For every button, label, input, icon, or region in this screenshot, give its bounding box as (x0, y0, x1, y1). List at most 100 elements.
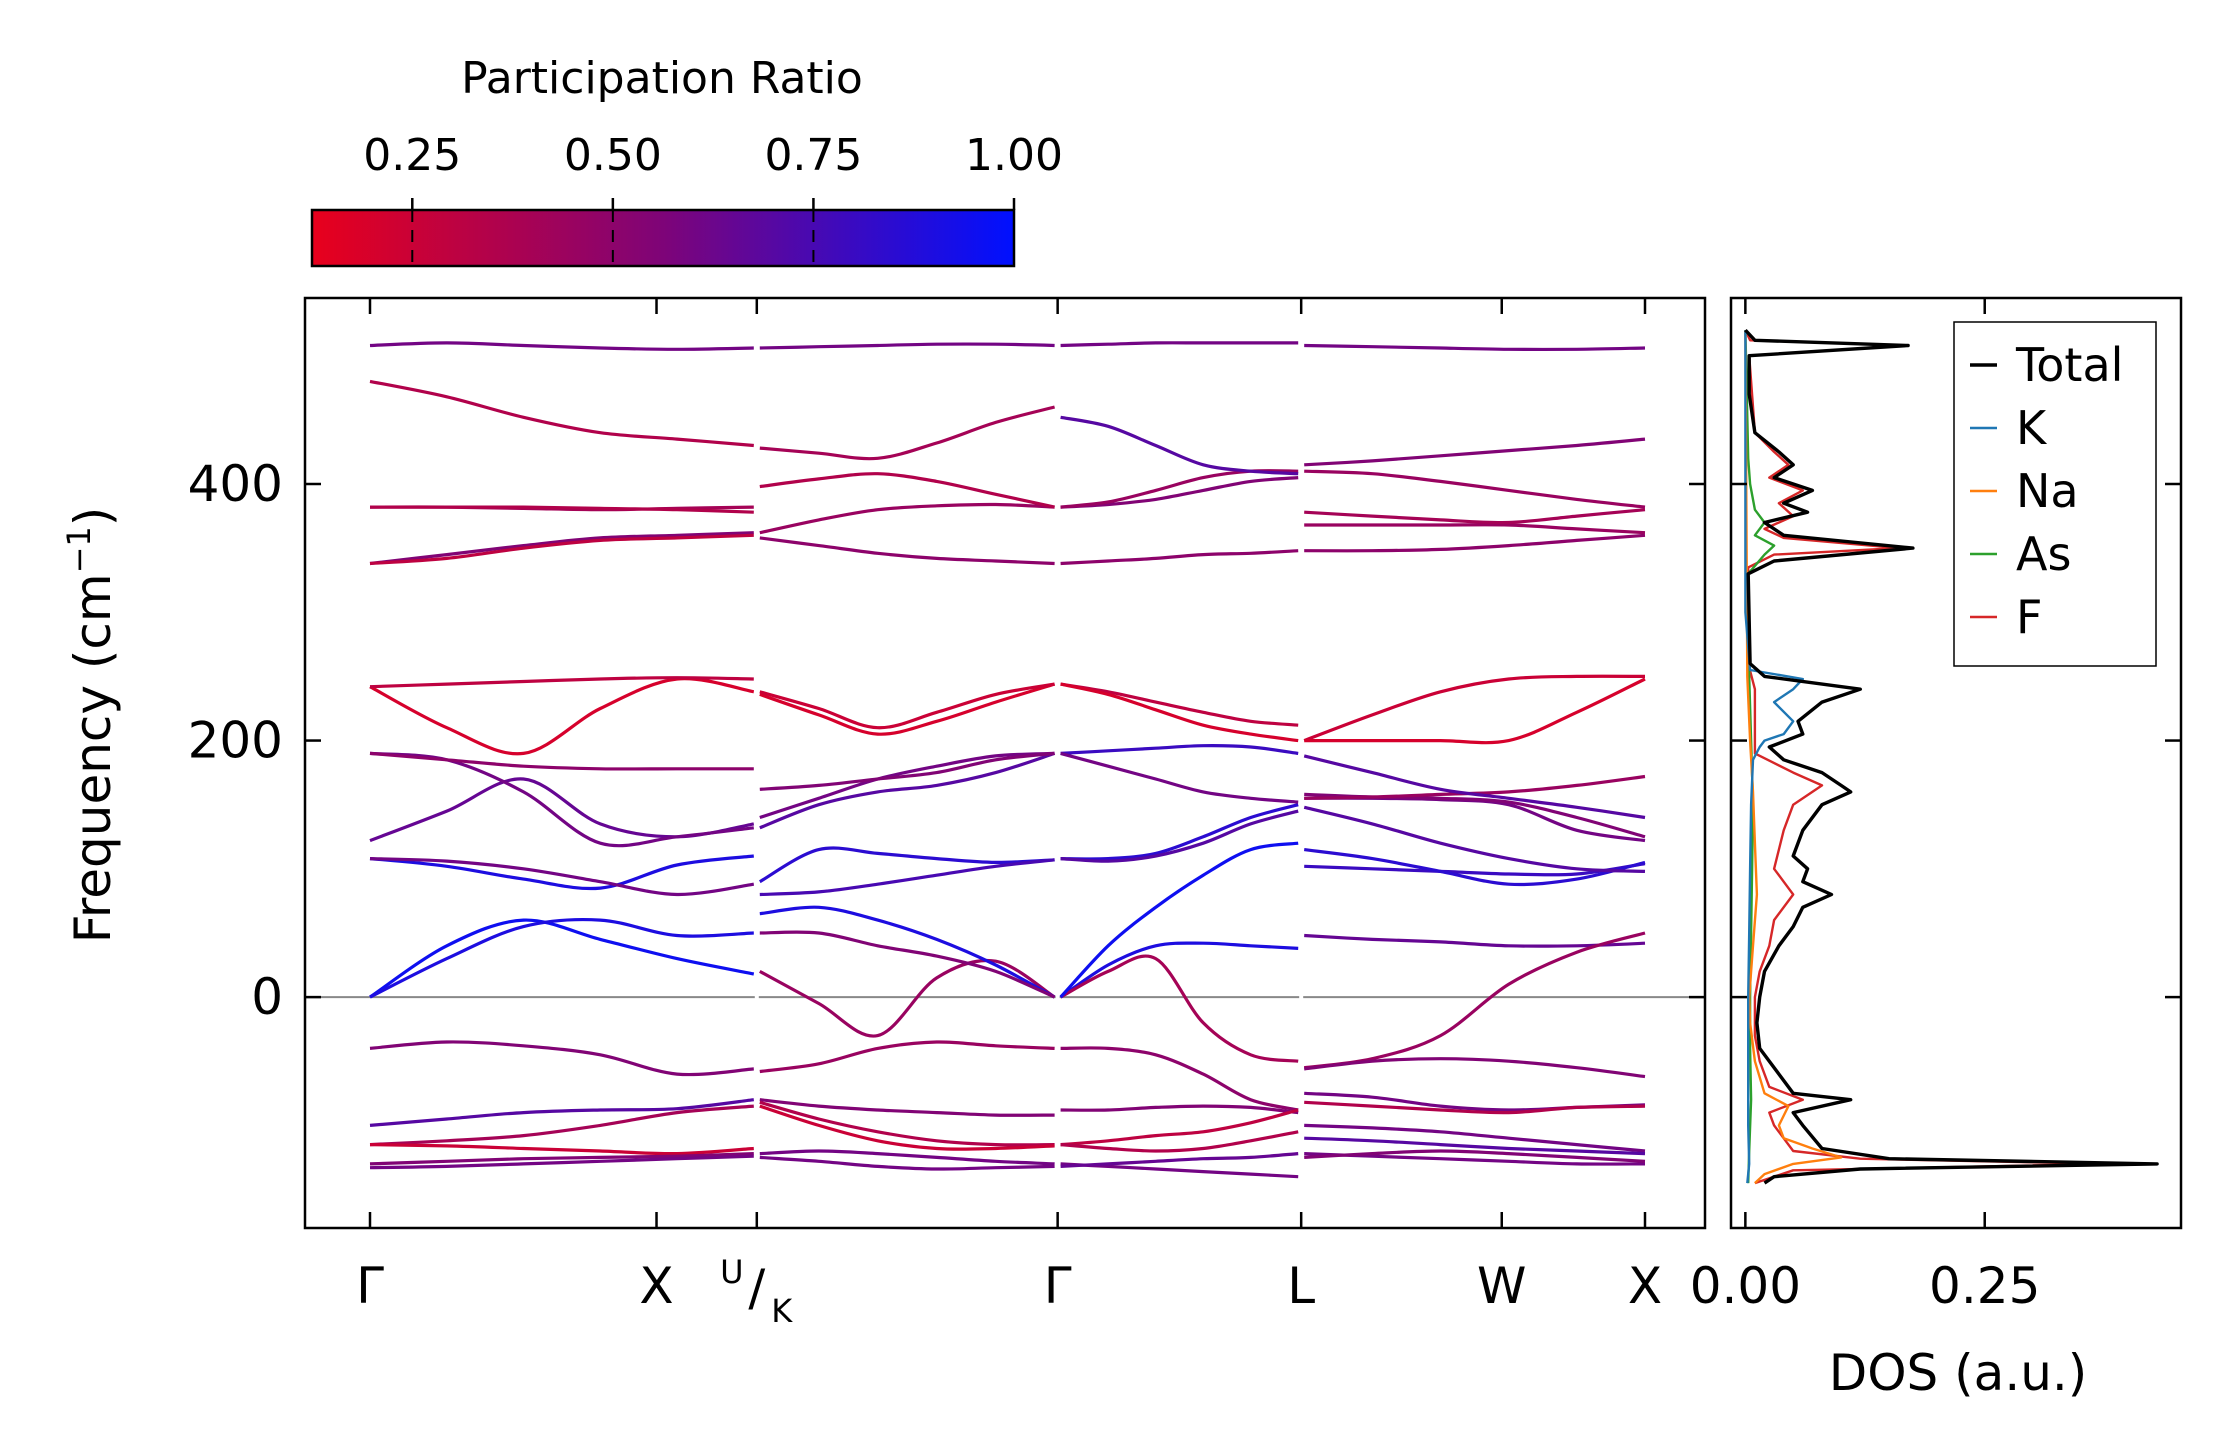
legend-label-as: As (2016, 527, 2071, 581)
band-structure-panel: 0 200 400 Γ X U / K Γ L W X Frequency (cm−1) (60, 296, 1707, 1330)
band-line (1060, 469, 1299, 509)
colorbar-tick-label: 0.75 (764, 130, 862, 181)
colorbar-tick-label: 0.50 (564, 130, 662, 181)
high-symmetry-label: L (1287, 1257, 1315, 1315)
band-line (369, 1104, 754, 1147)
band-line (1304, 1100, 1646, 1115)
band-line (759, 858, 1055, 897)
phonon-bands (369, 341, 1646, 1179)
band-line (1060, 549, 1299, 566)
dos-y-ticks (1731, 482, 2181, 999)
band-line (1303, 754, 1646, 820)
band-line (369, 379, 754, 448)
dos-x-tick-label: 0.25 (1929, 1257, 2040, 1315)
band-line (1060, 476, 1299, 509)
band-line (369, 531, 754, 566)
band-line (759, 682, 1056, 736)
band-line (1060, 1130, 1299, 1153)
colorbar-title: Participation Ratio (461, 53, 863, 104)
band-line (1303, 805, 1646, 873)
band-line (759, 536, 1055, 566)
high-symmetry-label: Γ (356, 1257, 384, 1315)
y-axis-label-close: ) (64, 507, 122, 527)
band-y-tick-label: 0 (251, 968, 283, 1026)
band-line (1060, 744, 1299, 755)
colorbar-ticks (411, 198, 1016, 266)
band-line (1059, 941, 1299, 999)
band-line (1059, 841, 1299, 999)
band-line (759, 1040, 1055, 1074)
band-line (759, 682, 1055, 730)
colorbar-tick-labels: 0.25 0.50 0.75 1.00 (363, 130, 1063, 181)
legend-label-total: Total (2015, 338, 2123, 392)
band-line (369, 751, 754, 771)
dos-line-na (1744, 330, 1843, 1184)
band-line (1304, 1152, 1646, 1166)
band-line (759, 751, 1056, 830)
band-line (1060, 809, 1299, 863)
band-line (1060, 1108, 1299, 1147)
band-line (759, 846, 1055, 884)
colorbar-tick-label: 0.25 (363, 130, 461, 181)
band-line (1304, 933, 1646, 948)
band-line (369, 1154, 754, 1170)
colorbar-gradient (310, 208, 1016, 268)
band-line (1304, 523, 1646, 535)
band-line (759, 1155, 1055, 1171)
band-line (1060, 341, 1299, 348)
band-line (759, 930, 1056, 999)
band-axes-frame (303, 296, 1707, 1230)
band-line (1304, 1123, 1646, 1153)
band-y-tick-label: 400 (188, 455, 283, 513)
band-line (369, 341, 754, 351)
band-line (369, 1098, 754, 1127)
band-line (1304, 343, 1646, 352)
band-line (369, 777, 755, 843)
dos-panel: 0.00 0.25 DOS (a.u.) Total K Na As F (1690, 296, 2183, 1402)
band-line (759, 1098, 1055, 1117)
dos-line-as (1744, 330, 1776, 1184)
dos-series (1744, 328, 2159, 1185)
band-line (369, 854, 754, 891)
colorbar: Participation Ratio 0.25 0.50 0.75 1.00 (310, 53, 1063, 268)
band-line (1303, 931, 1646, 1070)
dos-line-total (1744, 328, 2159, 1185)
band-line (1304, 792, 1646, 839)
band-line (369, 533, 754, 566)
band-line (1060, 1104, 1299, 1115)
band-line (759, 751, 1055, 820)
dos-line-k (1744, 330, 1804, 1184)
legend-label-f: F (2016, 590, 2042, 644)
band-line (1059, 954, 1299, 1063)
band-line (369, 676, 754, 689)
high-symmetry-label-separator: / (748, 1259, 765, 1317)
band-line (369, 918, 755, 999)
band-line (369, 1143, 754, 1156)
band-line (1304, 533, 1646, 553)
band-line (759, 1104, 1055, 1151)
y-axis-label: Frequency (cm−1) (60, 507, 122, 944)
high-symmetry-label: Γ (1044, 1257, 1072, 1315)
legend-label-k: K (2016, 401, 2048, 455)
band-line (1060, 682, 1299, 727)
band-line (1304, 677, 1646, 745)
band-line (759, 472, 1055, 509)
band-line (369, 677, 755, 756)
band-line (759, 1100, 1055, 1147)
band-line (1060, 1152, 1299, 1168)
y-axis-label-main: Frequency (cm (64, 573, 122, 943)
band-line (759, 405, 1056, 461)
band-x-ticks: Γ X U / K Γ L W X (356, 298, 1662, 1330)
band-line (1304, 437, 1646, 467)
band-line (369, 1040, 754, 1077)
y-axis-label-sup: −1 (60, 526, 98, 573)
dos-x-ticks: 0.00 0.25 (1690, 298, 2040, 1315)
band-line (1303, 674, 1646, 743)
legend-frame (1953, 321, 2157, 667)
high-symmetry-label: W (1477, 1257, 1526, 1315)
dos-x-axis-label: DOS (a.u.) (1829, 1344, 2088, 1402)
band-line (1060, 1162, 1299, 1179)
high-symmetry-label: X (639, 1257, 673, 1315)
band-line (1060, 415, 1299, 476)
